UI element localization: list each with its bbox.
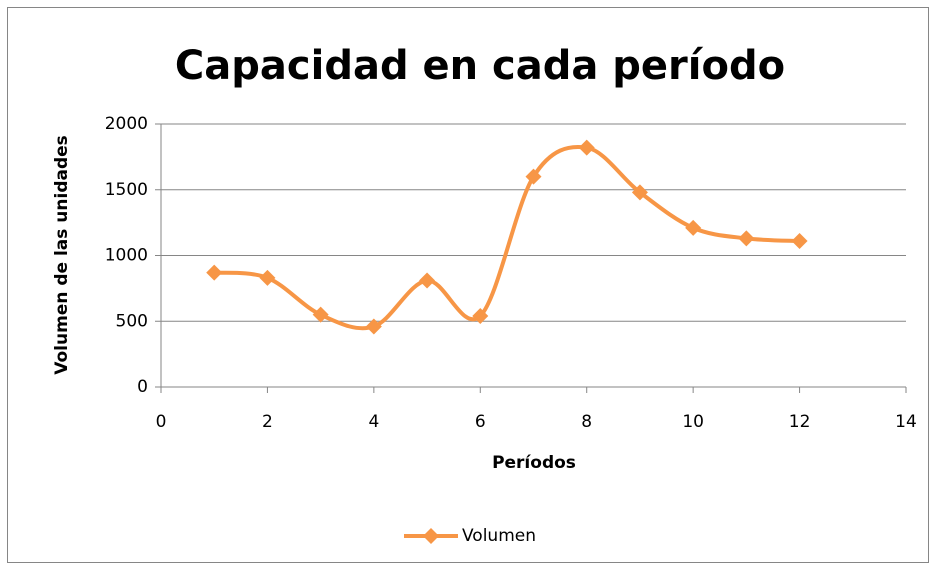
marker: [685, 219, 702, 236]
y-tick-label: 2000: [105, 114, 148, 134]
marker: [312, 306, 329, 323]
marker: [791, 233, 808, 250]
x-axis-label: Períodos: [492, 453, 576, 473]
marker: [525, 168, 542, 185]
x-tick-label: 8: [581, 412, 592, 432]
marker: [259, 269, 276, 286]
y-axis-label: Volumen de las unidades: [52, 135, 72, 375]
y-tick-label: 500: [116, 311, 148, 331]
marker: [631, 184, 648, 201]
x-tick-label: 2: [262, 412, 273, 432]
marker: [472, 307, 489, 324]
y-tick-label: 1000: [105, 246, 148, 266]
marker: [738, 230, 755, 247]
legend-marker: [423, 528, 439, 544]
marker: [365, 318, 382, 335]
chart-title: Capacidad en cada período: [175, 43, 785, 89]
x-tick-label: 4: [368, 412, 379, 432]
x-tick-label: 14: [895, 412, 917, 432]
marker: [206, 264, 223, 281]
x-tick-label: 6: [475, 412, 486, 432]
y-tick-label: 0: [137, 377, 148, 397]
x-tick-label: 0: [156, 412, 167, 432]
x-tick-label: 10: [682, 412, 704, 432]
x-tick-label: 12: [789, 412, 811, 432]
marker: [578, 139, 595, 156]
chart-border: [7, 7, 929, 563]
y-tick-label: 1500: [105, 180, 148, 200]
legend-label: Volumen: [462, 526, 536, 546]
marker: [419, 272, 436, 289]
